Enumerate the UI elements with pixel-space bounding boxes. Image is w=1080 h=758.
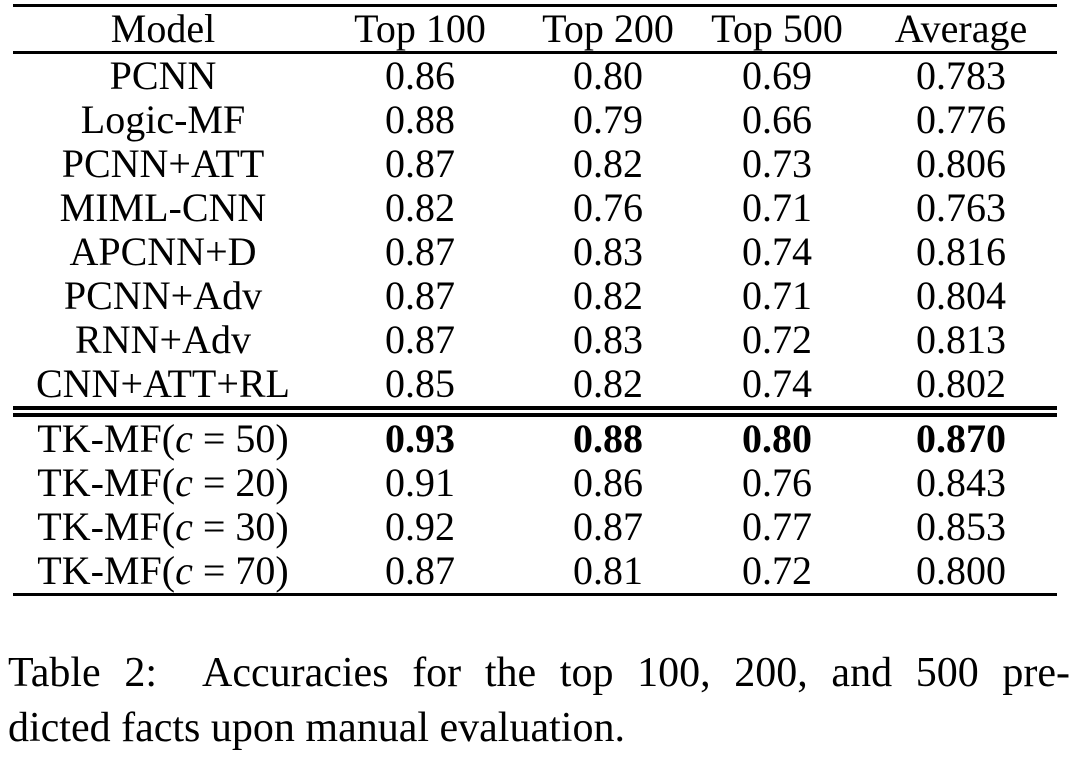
row-logic-mf: Logic-MF 0.88 0.79 0.66 0.776 [13,98,1057,142]
math-var-c: c [175,460,193,505]
cell-top200: 0.82 [573,141,643,186]
cell-average: 0.806 [916,141,1006,186]
column-header-top500: Top 500 [689,4,865,54]
cell-top500: 0.73 [742,141,812,186]
model-name-suffix: = 30) [192,504,289,549]
cell-average: 0.870 [865,406,1057,461]
cell-top100: 0.87 [385,229,455,274]
cell-top500: 0.71 [742,273,812,318]
cell-model: RNN+Adv [75,317,251,362]
cell-model: CNN+ATT+RL [35,361,290,406]
cell-top200: 0.82 [573,361,643,406]
cell-top100: 0.87 [313,549,527,596]
column-header-average: Average [865,4,1057,54]
column-header-top100: Top 100 [313,4,527,54]
cell-model: TK-MF(c = 50) [13,406,313,461]
cell-average: 0.776 [916,97,1006,142]
cell-average: 0.783 [916,53,1006,98]
cell-average: 0.843 [916,460,1006,505]
cell-top500: 0.77 [742,504,812,549]
cell-top200: 0.82 [573,273,643,318]
math-var-c: c [175,548,193,593]
cell-model: PCNN+Adv [63,273,263,318]
cell-top500: 0.72 [742,317,812,362]
row-cnn-att-rl: CNN+ATT+RL 0.85 0.82 0.74 0.802 [13,362,1057,412]
cell-average: 0.802 [916,361,1006,406]
cell-top200: 0.87 [573,504,643,549]
header-row: Model Top 100 Top 200 Top 500 Average [13,4,1057,54]
cell-top100: 0.87 [385,141,455,186]
cell-top100: 0.91 [385,460,455,505]
cell-top200: 0.88 [527,406,689,461]
cell-top500: 0.72 [689,549,865,596]
cell-model: TK-MF(c = 70) [13,548,313,596]
cell-model: PCNN+ATT [61,141,265,186]
row-rnn-adv: RNN+Adv 0.87 0.83 0.72 0.813 [13,318,1057,362]
cell-top200: 0.80 [573,53,643,98]
cell-top100: 0.87 [385,317,455,362]
row-miml-cnn: MIML-CNN 0.82 0.76 0.71 0.763 [13,186,1057,230]
model-name-suffix: = 20) [192,460,289,505]
cell-average: 0.853 [916,504,1006,549]
cell-top500: 0.69 [742,53,812,98]
row-tk-mf-c30: TK-MF(c = 30) 0.92 0.87 0.77 0.853 [13,505,1057,549]
cell-average: 0.816 [916,229,1006,274]
model-name-prefix: TK-MF( [37,504,176,549]
cell-top200: 0.81 [527,549,689,596]
cell-top500: 0.76 [742,460,812,505]
cell-top200: 0.83 [573,229,643,274]
cell-model: TK-MF(c = 30) [13,505,313,549]
row-apcnn-d: APCNN+D 0.87 0.83 0.74 0.816 [13,230,1057,274]
cell-model: MIML-CNN [59,185,267,230]
row-tk-mf-c20: TK-MF(c = 20) 0.91 0.86 0.76 0.843 [13,461,1057,505]
caption-line-1: Table 2: Accuracies for the top 100, 200… [8,650,1070,696]
model-name-prefix: TK-MF( [37,548,176,593]
cell-top100: 0.86 [385,53,455,98]
cell-top100: 0.87 [385,273,455,318]
cell-model: APCNN+D [69,229,257,274]
cell-top200: 0.86 [573,460,643,505]
cell-average: 0.763 [916,185,1006,230]
cell-top200: 0.83 [573,317,643,362]
model-name-suffix: = 70) [192,548,289,593]
cell-top100: 0.88 [385,97,455,142]
row-pcnn-att: PCNN+ATT 0.87 0.82 0.73 0.806 [13,142,1057,186]
cell-top100: 0.82 [385,185,455,230]
row-pcnn-adv: PCNN+Adv 0.87 0.82 0.71 0.804 [13,274,1057,318]
cell-top500: 0.71 [742,185,812,230]
model-name-suffix: = 50) [192,416,289,461]
cell-model: Logic-MF [80,97,246,142]
row-tk-mf-c50: TK-MF(c = 50) 0.93 0.88 0.80 0.870 [13,406,1057,461]
row-pcnn: PCNN 0.86 0.80 0.69 0.783 [13,53,1057,99]
cell-top100: 0.92 [385,504,455,549]
cell-average: 0.804 [916,273,1006,318]
cell-top500: 0.80 [689,406,865,461]
row-tk-mf-c70: TK-MF(c = 70) 0.87 0.81 0.72 0.800 [13,548,1057,596]
results-table: Model Top 100 Top 200 Top 500 Average PC… [13,4,1057,596]
model-name-prefix: TK-MF( [37,416,176,461]
cell-top500: 0.74 [742,229,812,274]
table-caption: Table 2: Accuracies for the top 100, 200… [8,646,1070,756]
caption-line-2: dicted facts upon manual evaluation. [8,705,625,751]
cell-top500: 0.66 [742,97,812,142]
cell-average: 0.800 [865,549,1057,596]
cell-top200: 0.76 [573,185,643,230]
column-header-top200: Top 200 [527,4,689,54]
cell-top200: 0.79 [573,97,643,142]
cell-top100: 0.85 [385,361,455,406]
cell-top500: 0.74 [742,361,812,406]
column-header-model: Model [13,4,313,54]
cell-model: TK-MF(c = 20) [13,461,313,505]
math-var-c: c [175,416,193,461]
model-name-prefix: TK-MF( [37,460,176,505]
cell-average: 0.813 [916,317,1006,362]
cell-top100: 0.93 [313,406,527,461]
cell-model: PCNN [109,53,217,98]
math-var-c: c [175,504,193,549]
